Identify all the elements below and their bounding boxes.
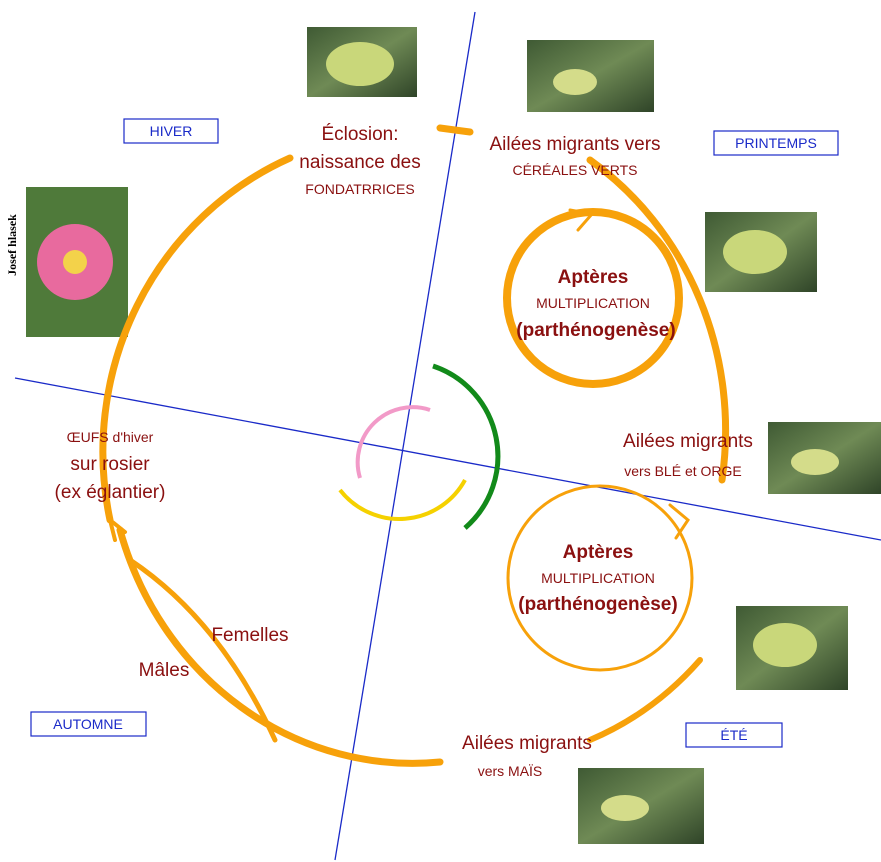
label: CÉRÉALES VERTS [512, 162, 637, 178]
aphid [791, 449, 839, 475]
arc [340, 480, 465, 519]
label: Femelles [211, 625, 288, 646]
label: (parthénogenèse) [516, 320, 675, 341]
season-label: AUTOMNE [53, 716, 123, 732]
label: MULTIPLICATION [541, 570, 655, 586]
label: Aptères [563, 542, 634, 563]
cycle-arc [590, 660, 700, 740]
label: Mâles [139, 660, 190, 681]
aphid [326, 42, 394, 86]
label: Aptères [558, 267, 629, 288]
label: naissance des [299, 152, 420, 173]
life-cycle-diagram: HIVER PRINTEMPS ÉTÉ AUTOMNE Éclosion: na… [0, 0, 881, 862]
label: FONDATRRICES [305, 181, 414, 197]
cycle-arc [120, 530, 440, 763]
label: (parthénogenèse) [518, 594, 677, 615]
label: sur rosier [70, 454, 150, 475]
aphid [753, 623, 817, 667]
label: Éclosion: [321, 124, 398, 145]
photo-credit: Josef hlasek [5, 214, 19, 276]
label: (ex églantier) [55, 482, 166, 503]
aphid [601, 795, 649, 821]
cycle-arc [440, 128, 470, 132]
aphid [723, 230, 787, 274]
label: Ailées migrants [623, 431, 753, 452]
label: Ailées migrants [462, 733, 592, 754]
season-label: PRINTEMPS [735, 135, 817, 151]
label: Ailées migrants vers [489, 134, 660, 155]
label: ŒUFS d'hiver [67, 429, 154, 445]
season-label: ÉTÉ [720, 727, 747, 743]
rose-center [63, 250, 87, 274]
label: vers MAÏS [478, 763, 543, 779]
aphid [553, 69, 597, 95]
season-label: HIVER [150, 123, 193, 139]
arc [358, 407, 430, 478]
label: MULTIPLICATION [536, 295, 650, 311]
label: vers BLÉ et ORGE [624, 463, 741, 479]
